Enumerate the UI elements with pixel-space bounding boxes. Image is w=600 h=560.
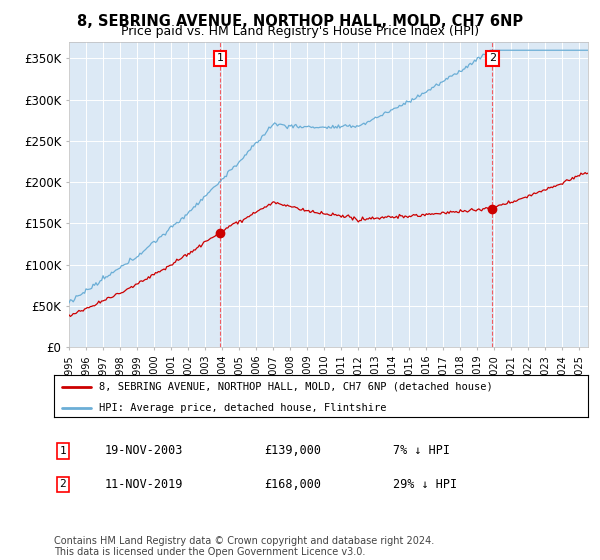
Text: 19-NOV-2003: 19-NOV-2003 — [105, 444, 184, 458]
Text: 7% ↓ HPI: 7% ↓ HPI — [393, 444, 450, 458]
Text: 11-NOV-2019: 11-NOV-2019 — [105, 478, 184, 491]
Text: 2: 2 — [59, 479, 67, 489]
Text: 1: 1 — [217, 54, 224, 63]
Text: 29% ↓ HPI: 29% ↓ HPI — [393, 478, 457, 491]
Text: 1: 1 — [59, 446, 67, 456]
Text: 8, SEBRING AVENUE, NORTHOP HALL, MOLD, CH7 6NP (detached house): 8, SEBRING AVENUE, NORTHOP HALL, MOLD, C… — [100, 382, 493, 392]
Text: Contains HM Land Registry data © Crown copyright and database right 2024.
This d: Contains HM Land Registry data © Crown c… — [54, 535, 434, 557]
Text: 8, SEBRING AVENUE, NORTHOP HALL, MOLD, CH7 6NP: 8, SEBRING AVENUE, NORTHOP HALL, MOLD, C… — [77, 14, 523, 29]
Text: 2: 2 — [489, 54, 496, 63]
Text: HPI: Average price, detached house, Flintshire: HPI: Average price, detached house, Flin… — [100, 403, 387, 413]
Text: £139,000: £139,000 — [264, 444, 321, 458]
Text: Price paid vs. HM Land Registry's House Price Index (HPI): Price paid vs. HM Land Registry's House … — [121, 25, 479, 38]
Text: £168,000: £168,000 — [264, 478, 321, 491]
